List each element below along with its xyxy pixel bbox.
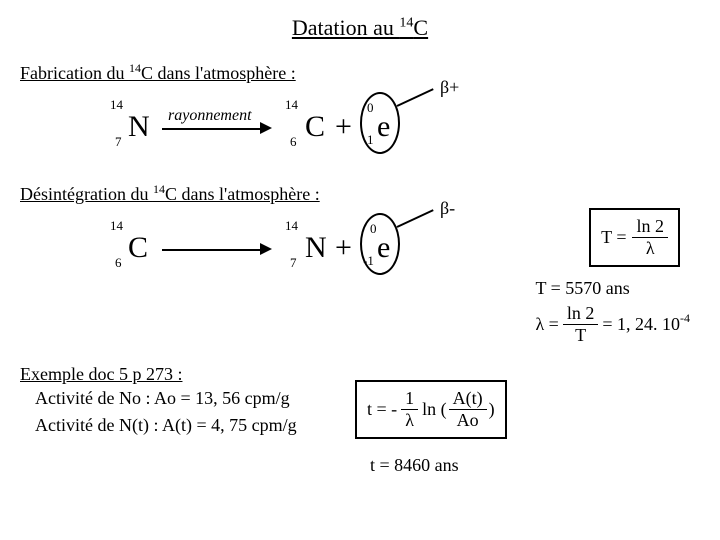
r2-e-top: 0	[370, 221, 377, 237]
formula-t-iden: Ao	[453, 410, 483, 431]
r2-p1-mass: 14	[285, 218, 298, 234]
r1-e-sym: e	[377, 110, 390, 144]
lambda-num: ln 2	[563, 303, 599, 325]
r1-p1-mass: 14	[285, 97, 298, 113]
r1-plus: +	[335, 110, 352, 144]
lambda-lhs: λ =	[535, 314, 558, 335]
section-fabrication: Fabrication du 14C dans l'atmosphère :	[20, 61, 700, 84]
formula-t-lhs: t = -	[367, 399, 397, 420]
r1-e-bot: 1	[367, 132, 374, 148]
r1-arrow	[162, 128, 262, 130]
result-age: t = 8460 ans	[370, 455, 459, 476]
lambda-exp: -4	[680, 311, 690, 326]
r2-e-sym: e	[377, 231, 390, 265]
formula-T-num: ln 2	[632, 216, 668, 238]
r2-left-z: 6	[115, 255, 122, 271]
T-value: T = 5570 ans	[535, 278, 690, 299]
r1-arrow-label: rayonnement	[168, 107, 252, 125]
r1-arrow-head	[260, 122, 272, 134]
r2-plus: +	[335, 231, 352, 265]
section-disintegration: Désintégration du 14C dans l'atmosphère …	[20, 182, 700, 205]
example-heading: Exemple doc 5 p 273 :	[20, 364, 182, 385]
r2-beta-line	[397, 209, 434, 228]
r1-beta-line	[397, 88, 434, 107]
activity-ao: Activité de No : Ao = 13, 56 cpm/g	[35, 388, 297, 409]
title-text: Datation au 14C	[292, 15, 428, 40]
r2-arrow-head	[260, 243, 272, 255]
formula-t-close: )	[489, 399, 495, 420]
formula-t-inum: A(t)	[449, 388, 487, 410]
formula-T-den: λ	[642, 238, 659, 259]
formula-t-ln: ln (	[422, 399, 447, 420]
r2-beta: β-	[440, 198, 455, 219]
r1-e-top: 0	[367, 100, 374, 116]
r2-left-sym: C	[128, 231, 148, 265]
r2-p1-z: 7	[290, 255, 297, 271]
formula-t-fden: λ	[401, 410, 418, 431]
lambda-den: T	[571, 325, 590, 346]
lambda-rhs: = 1, 24. 10	[602, 314, 680, 335]
r1-beta: β+	[440, 77, 459, 98]
r1-p1-z: 6	[290, 134, 297, 150]
r2-arrow	[162, 249, 262, 251]
r1-left-mass: 14	[110, 97, 123, 113]
formula-half-life: T = ln 2 λ	[589, 208, 680, 267]
formula-T-lhs: T =	[601, 227, 626, 248]
activity-values: Activité de No : Ao = 13, 56 cpm/g Activ…	[35, 388, 297, 436]
r1-left-z: 7	[115, 134, 122, 150]
half-life-values: T = 5570 ans λ = ln 2 T = 1, 24. 10 -4	[535, 278, 690, 346]
formula-age: t = - 1 λ ln ( A(t) Ao )	[355, 380, 507, 439]
page-title: Datation au 14C	[20, 15, 700, 41]
r2-e-bot: -1	[363, 253, 374, 269]
formula-t-fnum: 1	[401, 388, 418, 410]
r2-left-mass: 14	[110, 218, 123, 234]
r2-p1-sym: N	[305, 231, 327, 265]
reaction-fabrication: 14 7 N rayonnement 14 6 C + 0 1 e β+	[110, 92, 700, 162]
r1-left-sym: N	[128, 110, 150, 144]
activity-at: Activité de N(t) : A(t) = 4, 75 cpm/g	[35, 415, 297, 436]
r1-p1-sym: C	[305, 110, 325, 144]
